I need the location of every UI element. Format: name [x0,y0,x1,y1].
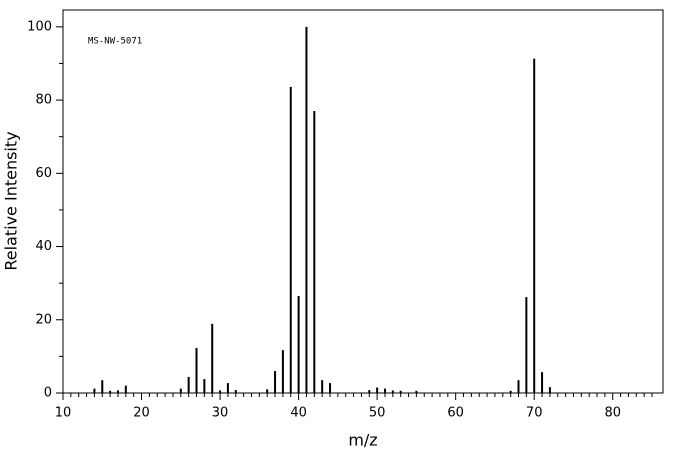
peak [93,388,96,393]
peak [313,111,316,394]
y-tick-label: 40 [35,239,52,254]
peak [234,390,237,393]
x-tick-label: 20 [133,406,150,421]
x-tick-label: 70 [526,406,543,421]
peak [116,390,119,393]
peak [321,380,324,393]
y-tick-label: 60 [35,166,52,181]
peak [124,385,127,393]
peak [203,379,206,393]
plot-frame [62,9,664,394]
peak [368,390,371,393]
annotation: MS-NW-5071 [88,37,142,47]
peak [274,371,277,393]
peak [266,389,269,393]
x-tick-label: 30 [212,406,229,421]
x-tick-label: 80 [604,406,621,421]
peak [109,390,112,393]
peak [305,26,308,394]
peak [101,380,104,393]
peak [289,86,292,393]
peak [415,390,418,393]
peak [533,58,536,393]
peak [219,390,222,393]
x-tick-label: 10 [55,406,72,421]
peak [281,350,284,393]
peak [179,388,182,393]
y-tick-label: 0 [44,386,52,401]
peak [211,323,214,393]
peak [399,390,402,393]
peak [195,347,198,393]
y-tick-label: 80 [35,93,52,108]
peak [226,383,229,393]
peak [548,387,551,393]
x-tick-label: 60 [447,406,464,421]
peak [187,376,190,393]
peak [517,380,520,393]
peak [297,295,300,393]
peak [391,390,394,393]
x-axis-label: m/z [348,431,377,450]
y-tick-label: 20 [35,312,52,327]
x-tick-label: 40 [290,406,307,421]
peak [525,297,528,393]
peak [376,387,379,393]
peak [509,390,512,393]
y-tick-label: 100 [27,19,52,34]
y-axis-label: Relative Intensity [2,131,21,270]
peak [541,372,544,393]
peak [329,383,332,393]
x-tick-label: 50 [369,406,386,421]
peak [383,388,386,393]
